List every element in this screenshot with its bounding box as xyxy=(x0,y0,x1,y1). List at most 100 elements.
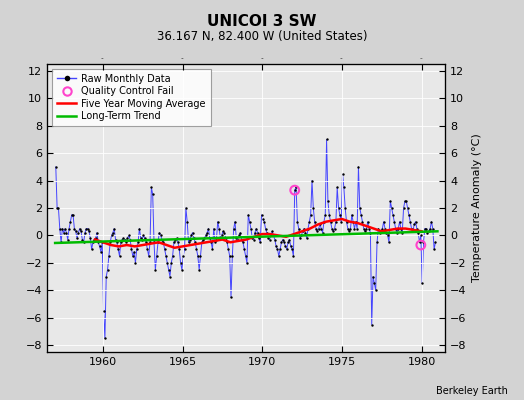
Point xyxy=(234,236,242,243)
Point xyxy=(145,253,153,259)
Point xyxy=(263,230,271,236)
Point xyxy=(390,218,398,225)
Point xyxy=(224,246,233,252)
Point xyxy=(270,236,279,243)
Point xyxy=(252,225,260,232)
Point xyxy=(362,225,370,232)
Point xyxy=(407,225,416,232)
Point xyxy=(419,239,428,246)
Point xyxy=(254,230,262,236)
Point xyxy=(417,232,425,239)
Point xyxy=(53,205,61,211)
Point xyxy=(133,246,141,252)
Point xyxy=(416,239,424,246)
Point xyxy=(125,232,133,239)
Point xyxy=(276,246,285,252)
Point xyxy=(328,225,336,232)
Point xyxy=(220,230,228,236)
Point xyxy=(75,225,84,232)
Point xyxy=(113,239,121,246)
Point xyxy=(364,218,372,225)
Point xyxy=(350,225,358,232)
Point xyxy=(354,164,363,170)
Point xyxy=(114,246,123,252)
Point xyxy=(91,235,100,241)
Point xyxy=(155,230,163,236)
Point xyxy=(216,235,225,241)
Point xyxy=(304,225,312,232)
Point xyxy=(85,228,93,234)
Point xyxy=(284,239,292,246)
Point xyxy=(337,218,345,225)
Point xyxy=(410,221,418,228)
Point xyxy=(326,218,335,225)
Point xyxy=(365,225,373,232)
Point xyxy=(307,212,315,218)
Point xyxy=(391,225,400,232)
Point xyxy=(423,230,432,236)
Point xyxy=(111,236,119,243)
Point xyxy=(211,239,219,246)
Point xyxy=(427,218,435,225)
Point xyxy=(106,239,114,246)
Point xyxy=(158,236,166,243)
Point xyxy=(396,218,404,225)
Point xyxy=(310,218,319,225)
Point xyxy=(345,228,353,234)
Point xyxy=(187,232,195,239)
Point xyxy=(225,253,234,259)
Point xyxy=(147,184,156,191)
Point xyxy=(142,239,150,246)
Point xyxy=(413,225,421,232)
Point xyxy=(94,239,103,246)
Point xyxy=(184,239,193,246)
Point xyxy=(110,225,118,232)
Point xyxy=(115,253,124,259)
Point xyxy=(165,266,173,273)
Point xyxy=(357,212,365,218)
Point xyxy=(61,225,69,232)
Point xyxy=(240,246,248,252)
Point xyxy=(105,253,113,259)
Point xyxy=(290,187,299,193)
Point xyxy=(293,218,302,225)
Point xyxy=(330,225,339,232)
Point xyxy=(117,239,125,246)
Point xyxy=(401,198,409,204)
Point xyxy=(126,236,134,243)
Point xyxy=(353,225,362,232)
Point xyxy=(421,225,429,232)
Point xyxy=(247,225,255,232)
Point xyxy=(411,218,420,225)
Point xyxy=(194,253,202,259)
Point xyxy=(163,260,171,266)
Point xyxy=(397,225,405,232)
Point xyxy=(361,228,369,234)
Point xyxy=(243,260,251,266)
Point xyxy=(143,246,151,252)
Point xyxy=(236,230,245,236)
Point xyxy=(152,253,161,259)
Point xyxy=(339,170,347,177)
Point xyxy=(334,205,343,211)
Point xyxy=(359,225,368,232)
Point xyxy=(417,242,425,248)
Point xyxy=(222,235,230,241)
Point xyxy=(207,239,215,246)
Point xyxy=(88,246,96,252)
Point xyxy=(341,205,350,211)
Point xyxy=(200,235,209,241)
Point xyxy=(356,205,364,211)
Point xyxy=(377,228,385,234)
Point xyxy=(332,218,340,225)
Point xyxy=(214,218,222,225)
Point xyxy=(131,260,139,266)
Point xyxy=(325,212,333,218)
Point xyxy=(51,164,60,170)
Point xyxy=(250,230,259,236)
Point xyxy=(162,253,170,259)
Point xyxy=(320,218,328,225)
Point xyxy=(182,205,190,211)
Point xyxy=(208,246,216,252)
Point xyxy=(309,205,318,211)
